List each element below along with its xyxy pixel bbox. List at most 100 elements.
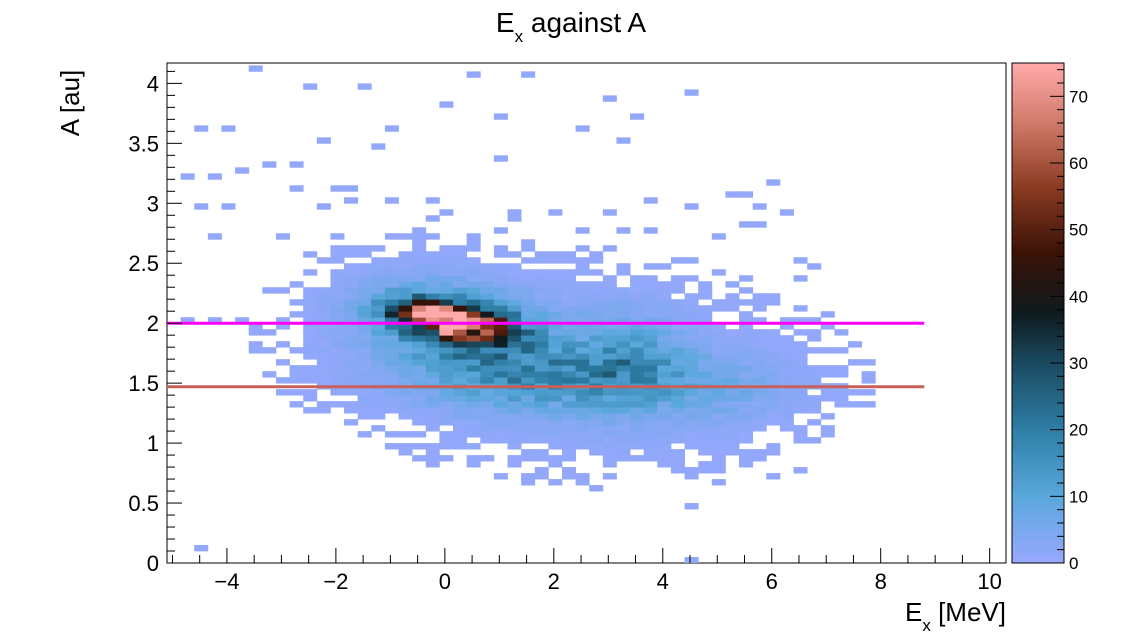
heatmap-bin — [534, 281, 549, 288]
heatmap-bin — [698, 323, 713, 330]
heatmap-bin — [507, 323, 522, 330]
heatmap-bin — [616, 323, 631, 330]
heatmap-bin — [534, 395, 549, 402]
heatmap-bin — [493, 287, 508, 294]
heatmap-bin — [548, 371, 563, 378]
heatmap-bin — [657, 461, 672, 468]
z-tick-label: 20 — [1069, 421, 1088, 440]
heatmap-bin — [412, 365, 427, 372]
z-tick-label: 30 — [1069, 354, 1088, 373]
heatmap-bin — [630, 371, 645, 378]
heatmap-bin — [180, 173, 195, 180]
heatmap-bin — [534, 323, 549, 330]
heatmap-bin — [425, 407, 440, 414]
heatmap-bin — [793, 437, 808, 444]
heatmap-bin — [643, 275, 658, 282]
heatmap-bin — [670, 365, 685, 372]
heatmap-bin — [602, 425, 617, 432]
heatmap-bin — [534, 419, 549, 426]
heatmap-bin — [602, 419, 617, 426]
heatmap-bin — [439, 275, 454, 282]
heatmap-bin — [698, 293, 713, 300]
heatmap-bin — [534, 377, 549, 384]
heatmap-bin — [752, 371, 767, 378]
heatmap-bin — [466, 317, 481, 324]
heatmap-bin — [480, 263, 495, 270]
heatmap-bin — [684, 89, 699, 96]
heatmap-bin — [439, 209, 454, 216]
heatmap-bin — [589, 311, 604, 318]
heatmap-bin — [493, 305, 508, 312]
heatmap-bin — [439, 251, 454, 258]
heatmap-bin — [548, 335, 563, 342]
heatmap-bin — [684, 257, 699, 264]
heatmap-bin — [521, 401, 536, 408]
heatmap-bin — [507, 263, 522, 270]
heatmap-bin — [534, 401, 549, 408]
heatmap-bin — [711, 467, 726, 474]
heatmap-bin — [480, 437, 495, 444]
heatmap-bin — [657, 377, 672, 384]
heatmap-bin — [371, 311, 386, 318]
heatmap-bin — [303, 335, 318, 342]
heatmap-bin — [384, 389, 399, 396]
heatmap-bin — [398, 347, 413, 354]
heatmap-bin — [739, 425, 754, 432]
heatmap-bin — [616, 437, 631, 444]
heatmap-bin — [643, 263, 658, 270]
heatmap-bin — [643, 389, 658, 396]
heatmap-bin — [739, 461, 754, 468]
heatmap-bin — [793, 377, 808, 384]
x-tick-label: 10 — [977, 569, 1001, 594]
heatmap-bin — [344, 359, 359, 366]
heatmap-bin — [670, 341, 685, 348]
heatmap-bin — [807, 365, 822, 372]
heatmap-bin — [534, 473, 549, 480]
heatmap-bin — [548, 275, 563, 282]
heatmap-bin — [752, 347, 767, 354]
y-tick-label: 3 — [147, 191, 159, 216]
heatmap-bin — [330, 401, 345, 408]
heatmap-bin — [357, 251, 372, 258]
heatmap-bin — [657, 359, 672, 366]
heatmap-bin — [262, 329, 277, 336]
heatmap-bin — [657, 431, 672, 438]
heatmap-bin — [589, 449, 604, 456]
heatmap-bin — [807, 329, 822, 336]
heatmap-bin — [807, 317, 822, 324]
heatmap-bin — [453, 341, 468, 348]
heatmap-bin — [507, 311, 522, 318]
heatmap-bin — [602, 299, 617, 306]
heatmap-bin — [425, 413, 440, 420]
heatmap-bin — [643, 347, 658, 354]
heatmap-bin — [453, 281, 468, 288]
heatmap-bin — [861, 371, 876, 378]
heatmap-bin — [575, 329, 590, 336]
heatmap-bin — [453, 413, 468, 420]
heatmap-bin — [670, 455, 685, 462]
heatmap-bin — [616, 353, 631, 360]
heatmap-bin — [534, 311, 549, 318]
heatmap-bin — [534, 389, 549, 396]
heatmap-bin — [412, 245, 427, 252]
heatmap-bin — [493, 269, 508, 276]
heatmap-bin — [630, 305, 645, 312]
heatmap-bin — [793, 425, 808, 432]
heatmap-bin — [684, 317, 699, 324]
heatmap-bin — [262, 347, 277, 354]
heatmap-bin — [698, 311, 713, 318]
heatmap-bin — [698, 431, 713, 438]
heatmap-bin — [820, 371, 835, 378]
heatmap-bin — [643, 353, 658, 360]
heatmap-bin — [425, 419, 440, 426]
heatmap-bin — [561, 401, 576, 408]
heatmap-bin — [412, 263, 427, 270]
heatmap-bin — [521, 377, 536, 384]
heatmap-bin — [357, 311, 372, 318]
heatmap-bin — [507, 329, 522, 336]
heatmap-bin — [616, 137, 631, 144]
heatmap-bin — [630, 113, 645, 120]
heatmap-bin — [289, 365, 304, 372]
heatmap-bin — [711, 347, 726, 354]
